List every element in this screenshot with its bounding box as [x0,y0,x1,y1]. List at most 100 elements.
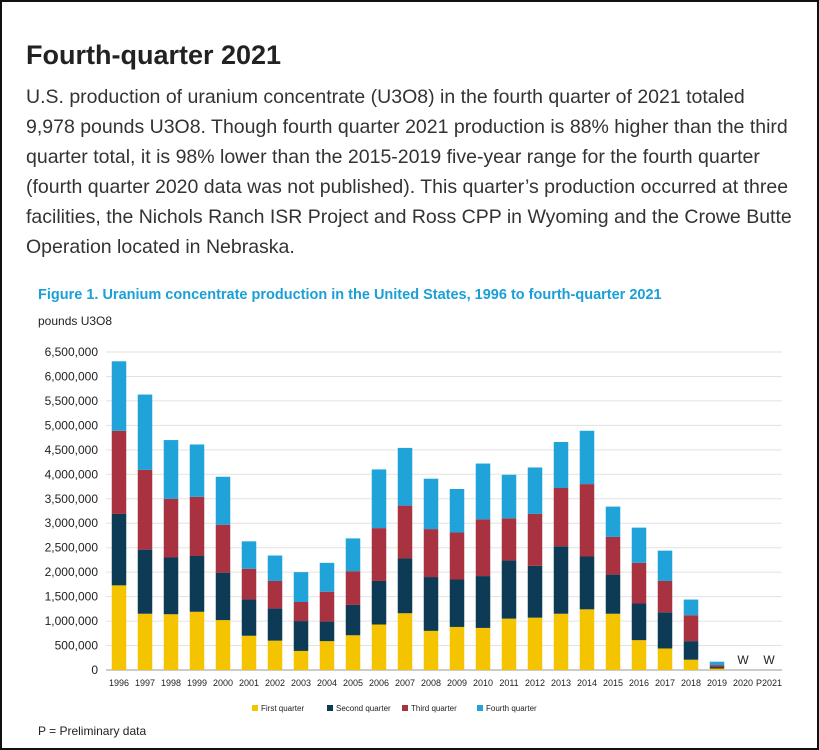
bar-segment-fourth-quarter [605,506,621,537]
bar-segment-second-quarter [579,556,595,610]
x-tick-label: 2014 [577,678,597,688]
x-tick-label: 1998 [161,678,181,688]
bar-segment-first-quarter [189,611,205,670]
bar-segment-second-quarter [371,580,387,625]
bar-segment-third-quarter [267,580,283,609]
y-tick-label: 2,500,000 [45,541,99,555]
legend-swatch [477,705,483,711]
x-tick-label: 2006 [369,678,389,688]
bar-segment-third-quarter [215,524,231,573]
x-tick-label: 1997 [135,678,155,688]
legend-label: Fourth quarter [486,704,537,713]
bar-segment-third-quarter [683,615,699,642]
bar-segment-first-quarter [371,624,387,670]
bar-segment-fourth-quarter [215,476,231,525]
x-tick-label: 2008 [421,678,441,688]
x-tick-label: 2004 [317,678,337,688]
y-tick-label: 4,500,000 [45,443,99,457]
bar-segment-fourth-quarter [501,474,517,519]
x-tick-label: 1999 [187,678,207,688]
y-tick-label: 3,500,000 [45,492,99,506]
x-tick-label: 2017 [655,678,675,688]
bar-segment-second-quarter [683,641,699,660]
bar-segment-second-quarter [423,577,439,631]
stacked-bar-chart: 0 500,000 1,000,000 1,500,000 2,000,000 2,500… [45,345,782,713]
bar-segment-third-quarter [137,469,153,550]
legend-swatch [327,705,333,711]
bar-segment-fourth-quarter [475,463,491,520]
bar-segment-third-quarter [319,591,335,622]
bar-segment-first-quarter [657,648,673,670]
y-tick-label: 500,000 [55,639,99,653]
legend-label: Third quarter [411,704,457,713]
x-tick-label: 2000 [213,678,233,688]
y-tick-label: 6,500,000 [45,345,99,359]
y-tick-label: 4,000,000 [45,467,99,481]
x-tick-label: 2009 [447,678,467,688]
x-tick-label: 1996 [109,678,129,688]
withheld-label: W [763,653,775,667]
bar-segment-third-quarter [241,568,257,600]
bar-segment-first-quarter [553,613,569,670]
bar-segment-first-quarter [293,650,309,670]
bar-segment-third-quarter [345,571,361,605]
x-tick-label: 2012 [525,678,545,688]
bar-segment-first-quarter [475,627,491,670]
x-tick-label: 2001 [239,678,259,688]
x-tick-label: 2018 [681,678,701,688]
bar-segment-fourth-quarter [163,440,179,499]
legend-swatch [252,705,258,711]
bar-segment-third-quarter [657,580,673,613]
y-tick-label: 5,500,000 [45,394,99,408]
y-tick-label: 0 [91,663,98,677]
bar-segment-first-quarter [449,626,465,670]
x-tick-label: 2002 [265,678,285,688]
bar-segment-first-quarter [579,609,595,670]
bar-segment-fourth-quarter [553,442,569,489]
bar-segment-fourth-quarter [683,599,699,616]
bar-segment-second-quarter [241,599,257,636]
bar-segment-fourth-quarter [527,467,543,514]
x-tick-label: 2013 [551,678,571,688]
y-axis-units-label: pounds U3O8 [38,314,113,328]
bar-segment-third-quarter [605,536,621,575]
x-tick-label: 2016 [629,678,649,688]
bar-segment-third-quarter [293,601,309,622]
bar-segment-first-quarter [267,640,283,670]
bar-segment-third-quarter [553,488,569,547]
x-tick-label: 2015 [603,678,623,688]
bar-segment-first-quarter [397,613,413,670]
bar-segment-second-quarter [527,565,543,618]
bar-segment-third-quarter [631,562,647,604]
bar-segment-first-quarter [683,659,699,670]
bar-segment-fourth-quarter [657,550,673,581]
bar-segment-fourth-quarter [319,562,335,592]
bar-segment-second-quarter [215,572,231,621]
bar-segment-second-quarter [111,513,127,586]
bar-segment-second-quarter [293,621,309,651]
bar-segment-second-quarter [189,556,205,612]
x-tick-label: 2005 [343,678,363,688]
x-tick-label: 2010 [473,678,493,688]
bar-segment-second-quarter [553,546,569,614]
preliminary-data-footnote: P = Preliminary data [38,724,147,738]
bar-segment-fourth-quarter [111,361,127,431]
x-tick-label: 2003 [291,678,311,688]
bar-segment-fourth-quarter [709,661,725,666]
bar-segment-first-quarter [501,618,517,670]
bar-segment-second-quarter [709,667,725,669]
bar-segment-third-quarter [189,496,205,557]
section-heading: Fourth-quarter 2021 [26,40,282,70]
x-tick-label: 2007 [395,678,415,688]
x-tick-label: P2021 [756,678,782,688]
bar-segment-first-quarter [319,641,335,670]
bar-segment-first-quarter [527,617,543,670]
withheld-label: W [737,653,749,667]
bar-segment-first-quarter [631,640,647,670]
x-tick-label: 2011 [499,678,518,688]
bar-segment-fourth-quarter [241,541,257,569]
bar-segment-fourth-quarter [345,538,361,572]
legend-label: Second quarter [336,704,391,713]
bar-segment-second-quarter [319,621,335,642]
